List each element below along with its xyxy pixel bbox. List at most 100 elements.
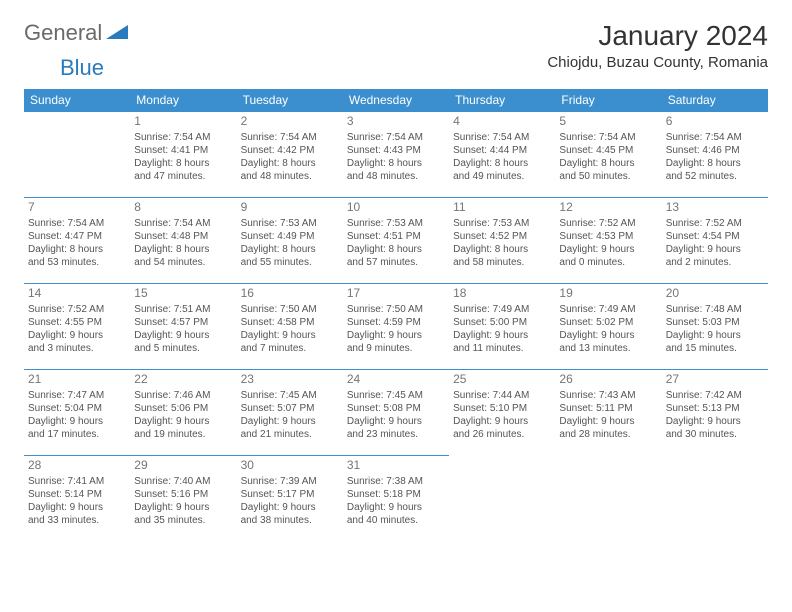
daylight-line: and 52 minutes.	[666, 170, 764, 183]
sunset-line: Sunset: 5:13 PM	[666, 402, 764, 415]
day-number: 4	[453, 114, 551, 130]
day-number: 10	[347, 200, 445, 216]
daylight-line: and 55 minutes.	[241, 256, 339, 269]
sunset-line: Sunset: 4:51 PM	[347, 230, 445, 243]
logo: General	[24, 20, 130, 46]
calendar-cell: 10Sunrise: 7:53 AMSunset: 4:51 PMDayligh…	[343, 198, 449, 284]
day-number: 16	[241, 286, 339, 302]
sunset-line: Sunset: 4:54 PM	[666, 230, 764, 243]
daylight-line: Daylight: 9 hours	[134, 329, 232, 342]
daylight-line: Daylight: 9 hours	[559, 329, 657, 342]
daylight-line: and 0 minutes.	[559, 256, 657, 269]
day-number: 26	[559, 372, 657, 388]
sunset-line: Sunset: 4:57 PM	[134, 316, 232, 329]
daylight-line: and 17 minutes.	[28, 428, 126, 441]
calendar-cell: 16Sunrise: 7:50 AMSunset: 4:58 PMDayligh…	[237, 284, 343, 370]
calendar-cell: 5Sunrise: 7:54 AMSunset: 4:45 PMDaylight…	[555, 112, 661, 198]
sunset-line: Sunset: 5:14 PM	[28, 488, 126, 501]
calendar-cell	[449, 456, 555, 542]
daylight-line: and 47 minutes.	[134, 170, 232, 183]
calendar-cell: 29Sunrise: 7:40 AMSunset: 5:16 PMDayligh…	[130, 456, 236, 542]
sunset-line: Sunset: 5:02 PM	[559, 316, 657, 329]
day-number: 13	[666, 200, 764, 216]
sunrise-line: Sunrise: 7:45 AM	[347, 389, 445, 402]
sunrise-line: Sunrise: 7:50 AM	[241, 303, 339, 316]
weekday-thursday: Thursday	[449, 89, 555, 112]
sunset-line: Sunset: 5:07 PM	[241, 402, 339, 415]
logo-triangle-icon	[106, 23, 128, 44]
calendar-cell: 17Sunrise: 7:50 AMSunset: 4:59 PMDayligh…	[343, 284, 449, 370]
day-number: 18	[453, 286, 551, 302]
calendar-row: 7Sunrise: 7:54 AMSunset: 4:47 PMDaylight…	[24, 198, 768, 284]
calendar-cell: 18Sunrise: 7:49 AMSunset: 5:00 PMDayligh…	[449, 284, 555, 370]
daylight-line: Daylight: 9 hours	[241, 501, 339, 514]
calendar-body: 1Sunrise: 7:54 AMSunset: 4:41 PMDaylight…	[24, 112, 768, 542]
calendar-cell: 24Sunrise: 7:45 AMSunset: 5:08 PMDayligh…	[343, 370, 449, 456]
calendar-cell: 8Sunrise: 7:54 AMSunset: 4:48 PMDaylight…	[130, 198, 236, 284]
weekday-saturday: Saturday	[662, 89, 768, 112]
sunset-line: Sunset: 4:43 PM	[347, 144, 445, 157]
sunrise-line: Sunrise: 7:50 AM	[347, 303, 445, 316]
daylight-line: Daylight: 8 hours	[134, 157, 232, 170]
sunrise-line: Sunrise: 7:45 AM	[241, 389, 339, 402]
calendar-row: 1Sunrise: 7:54 AMSunset: 4:41 PMDaylight…	[24, 112, 768, 198]
sunset-line: Sunset: 4:58 PM	[241, 316, 339, 329]
calendar-cell: 27Sunrise: 7:42 AMSunset: 5:13 PMDayligh…	[662, 370, 768, 456]
sunset-line: Sunset: 5:10 PM	[453, 402, 551, 415]
sunrise-line: Sunrise: 7:46 AM	[134, 389, 232, 402]
daylight-line: Daylight: 8 hours	[241, 243, 339, 256]
calendar-cell: 22Sunrise: 7:46 AMSunset: 5:06 PMDayligh…	[130, 370, 236, 456]
day-number: 31	[347, 458, 445, 474]
daylight-line: Daylight: 9 hours	[453, 329, 551, 342]
sunrise-line: Sunrise: 7:54 AM	[559, 131, 657, 144]
calendar-cell	[555, 456, 661, 542]
sunset-line: Sunset: 5:11 PM	[559, 402, 657, 415]
daylight-line: and 38 minutes.	[241, 514, 339, 527]
weekday-sunday: Sunday	[24, 89, 130, 112]
calendar-cell: 14Sunrise: 7:52 AMSunset: 4:55 PMDayligh…	[24, 284, 130, 370]
daylight-line: Daylight: 9 hours	[559, 243, 657, 256]
sunrise-line: Sunrise: 7:42 AM	[666, 389, 764, 402]
sunrise-line: Sunrise: 7:49 AM	[559, 303, 657, 316]
daylight-line: Daylight: 9 hours	[347, 329, 445, 342]
day-number: 27	[666, 372, 764, 388]
calendar-table: Sunday Monday Tuesday Wednesday Thursday…	[24, 89, 768, 542]
calendar-cell: 20Sunrise: 7:48 AMSunset: 5:03 PMDayligh…	[662, 284, 768, 370]
daylight-line: and 3 minutes.	[28, 342, 126, 355]
calendar-cell: 2Sunrise: 7:54 AMSunset: 4:42 PMDaylight…	[237, 112, 343, 198]
calendar-cell: 26Sunrise: 7:43 AMSunset: 5:11 PMDayligh…	[555, 370, 661, 456]
sunset-line: Sunset: 4:49 PM	[241, 230, 339, 243]
daylight-line: and 53 minutes.	[28, 256, 126, 269]
daylight-line: Daylight: 9 hours	[241, 415, 339, 428]
day-number: 30	[241, 458, 339, 474]
sunset-line: Sunset: 5:04 PM	[28, 402, 126, 415]
sunrise-line: Sunrise: 7:52 AM	[28, 303, 126, 316]
sunrise-line: Sunrise: 7:44 AM	[453, 389, 551, 402]
daylight-line: Daylight: 9 hours	[347, 415, 445, 428]
daylight-line: Daylight: 9 hours	[134, 415, 232, 428]
sunrise-line: Sunrise: 7:53 AM	[241, 217, 339, 230]
day-number: 17	[347, 286, 445, 302]
day-number: 15	[134, 286, 232, 302]
daylight-line: and 35 minutes.	[134, 514, 232, 527]
daylight-line: and 2 minutes.	[666, 256, 764, 269]
sunrise-line: Sunrise: 7:49 AM	[453, 303, 551, 316]
sunset-line: Sunset: 4:59 PM	[347, 316, 445, 329]
sunset-line: Sunset: 5:18 PM	[347, 488, 445, 501]
daylight-line: Daylight: 8 hours	[134, 243, 232, 256]
daylight-line: and 58 minutes.	[453, 256, 551, 269]
weekday-wednesday: Wednesday	[343, 89, 449, 112]
calendar-cell: 12Sunrise: 7:52 AMSunset: 4:53 PMDayligh…	[555, 198, 661, 284]
sunrise-line: Sunrise: 7:39 AM	[241, 475, 339, 488]
daylight-line: and 21 minutes.	[241, 428, 339, 441]
calendar-cell	[662, 456, 768, 542]
sunset-line: Sunset: 5:08 PM	[347, 402, 445, 415]
daylight-line: and 48 minutes.	[241, 170, 339, 183]
daylight-line: Daylight: 8 hours	[453, 157, 551, 170]
sunset-line: Sunset: 4:52 PM	[453, 230, 551, 243]
day-number: 8	[134, 200, 232, 216]
calendar-row: 14Sunrise: 7:52 AMSunset: 4:55 PMDayligh…	[24, 284, 768, 370]
sunset-line: Sunset: 5:00 PM	[453, 316, 551, 329]
sunset-line: Sunset: 4:47 PM	[28, 230, 126, 243]
sunrise-line: Sunrise: 7:40 AM	[134, 475, 232, 488]
